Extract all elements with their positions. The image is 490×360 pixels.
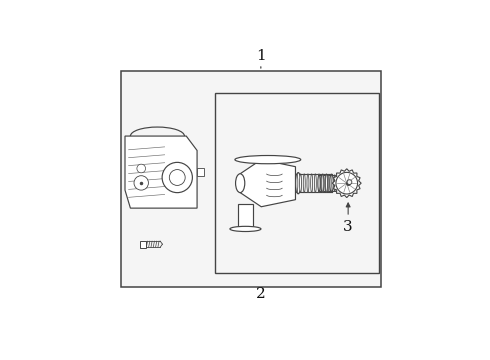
Ellipse shape	[327, 175, 329, 192]
Ellipse shape	[315, 174, 317, 193]
Ellipse shape	[330, 175, 331, 192]
Bar	[121, 71, 381, 287]
Circle shape	[134, 176, 148, 190]
Ellipse shape	[303, 174, 305, 193]
Polygon shape	[125, 136, 197, 208]
Ellipse shape	[230, 226, 261, 231]
Circle shape	[336, 172, 358, 194]
Bar	[197, 168, 203, 176]
Ellipse shape	[318, 175, 320, 192]
Ellipse shape	[299, 174, 301, 193]
Circle shape	[137, 164, 146, 173]
Circle shape	[347, 180, 352, 184]
Polygon shape	[240, 159, 295, 207]
Ellipse shape	[330, 174, 333, 192]
Ellipse shape	[325, 174, 327, 193]
Ellipse shape	[318, 174, 320, 193]
Ellipse shape	[236, 174, 245, 193]
Bar	[238, 204, 253, 229]
Ellipse shape	[307, 174, 309, 193]
Circle shape	[162, 162, 193, 193]
Ellipse shape	[318, 175, 320, 192]
Ellipse shape	[296, 172, 301, 194]
Ellipse shape	[311, 174, 313, 193]
Ellipse shape	[296, 174, 298, 193]
Ellipse shape	[325, 175, 326, 192]
Text: 3: 3	[343, 220, 353, 234]
Bar	[140, 240, 147, 248]
Ellipse shape	[323, 175, 324, 192]
Text: 2: 2	[256, 287, 266, 301]
Ellipse shape	[235, 156, 301, 164]
Polygon shape	[332, 169, 361, 198]
Ellipse shape	[334, 175, 336, 192]
Ellipse shape	[320, 175, 322, 192]
Ellipse shape	[322, 174, 324, 193]
Circle shape	[170, 170, 185, 185]
Text: 1: 1	[256, 49, 266, 63]
Bar	[215, 93, 379, 273]
Ellipse shape	[332, 175, 333, 192]
